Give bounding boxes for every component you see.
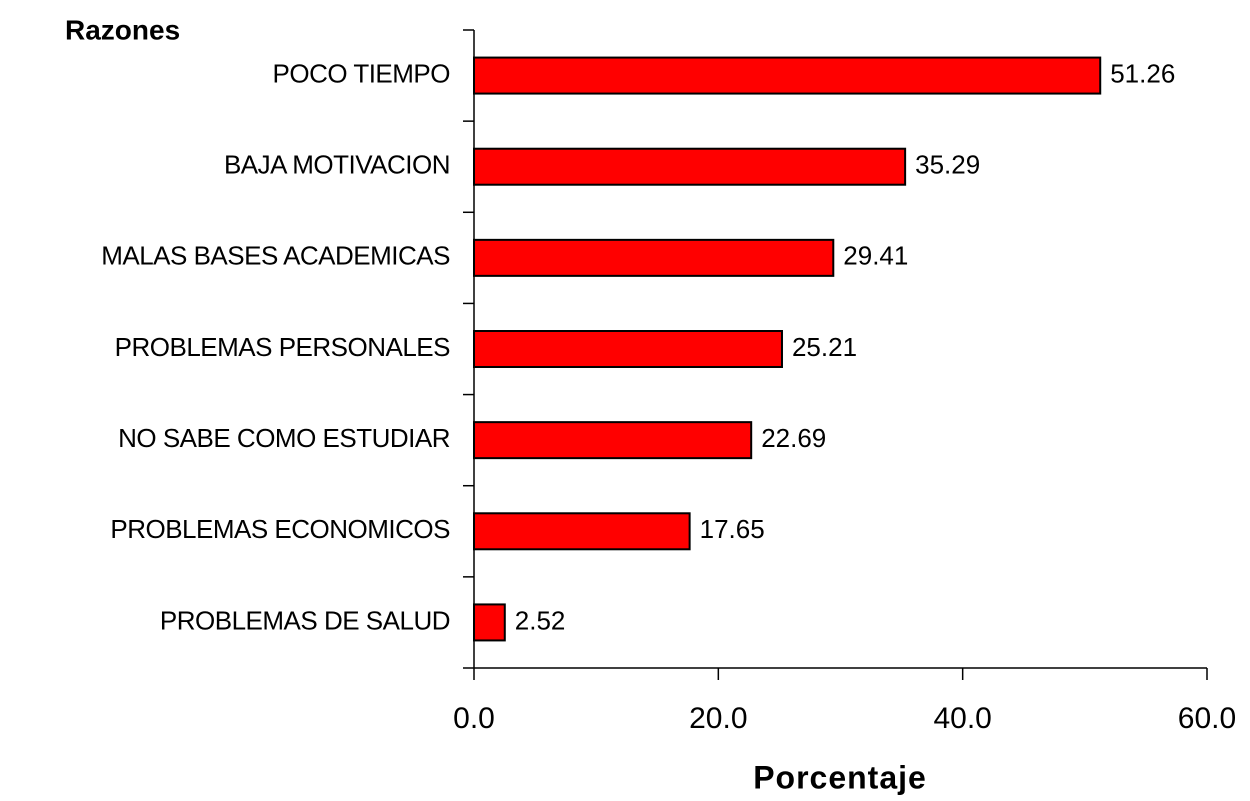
x-tick-label: 60.0 — [1178, 702, 1236, 735]
bar — [473, 238, 835, 277]
bar — [473, 421, 753, 460]
value-label: 2.52 — [515, 605, 566, 635]
value-label: 25.21 — [792, 332, 857, 362]
y-tick-label: PROBLEMAS ECONOMICOS — [110, 514, 450, 544]
value-label: 29.41 — [843, 241, 908, 271]
bar — [473, 147, 907, 186]
value-label: 22.69 — [761, 423, 826, 453]
x-tick-label: 0.0 — [453, 702, 495, 735]
value-label: 17.65 — [700, 514, 765, 544]
y-tick-label: PROBLEMAS DE SALUD — [160, 605, 450, 635]
value-label: 35.29 — [915, 150, 980, 180]
bar — [473, 512, 691, 551]
y-tick-label: MALAS BASES ACADEMICAS — [101, 241, 450, 271]
y-axis-title: Razones — [65, 14, 180, 45]
bar — [473, 603, 506, 642]
value-label: 51.26 — [1110, 58, 1175, 88]
y-tick-label: PROBLEMAS PERSONALES — [115, 332, 450, 362]
bar — [473, 56, 1102, 95]
y-tick-label: POCO TIEMPO — [273, 58, 451, 88]
x-tick-label: 40.0 — [933, 702, 991, 735]
x-axis-title: Porcentaje — [753, 759, 927, 795]
y-tick-label: BAJA MOTIVACION — [224, 150, 450, 180]
y-tick-label: NO SABE COMO ESTUDIAR — [118, 423, 450, 453]
bar — [473, 330, 783, 368]
x-tick-label: 20.0 — [689, 702, 747, 735]
